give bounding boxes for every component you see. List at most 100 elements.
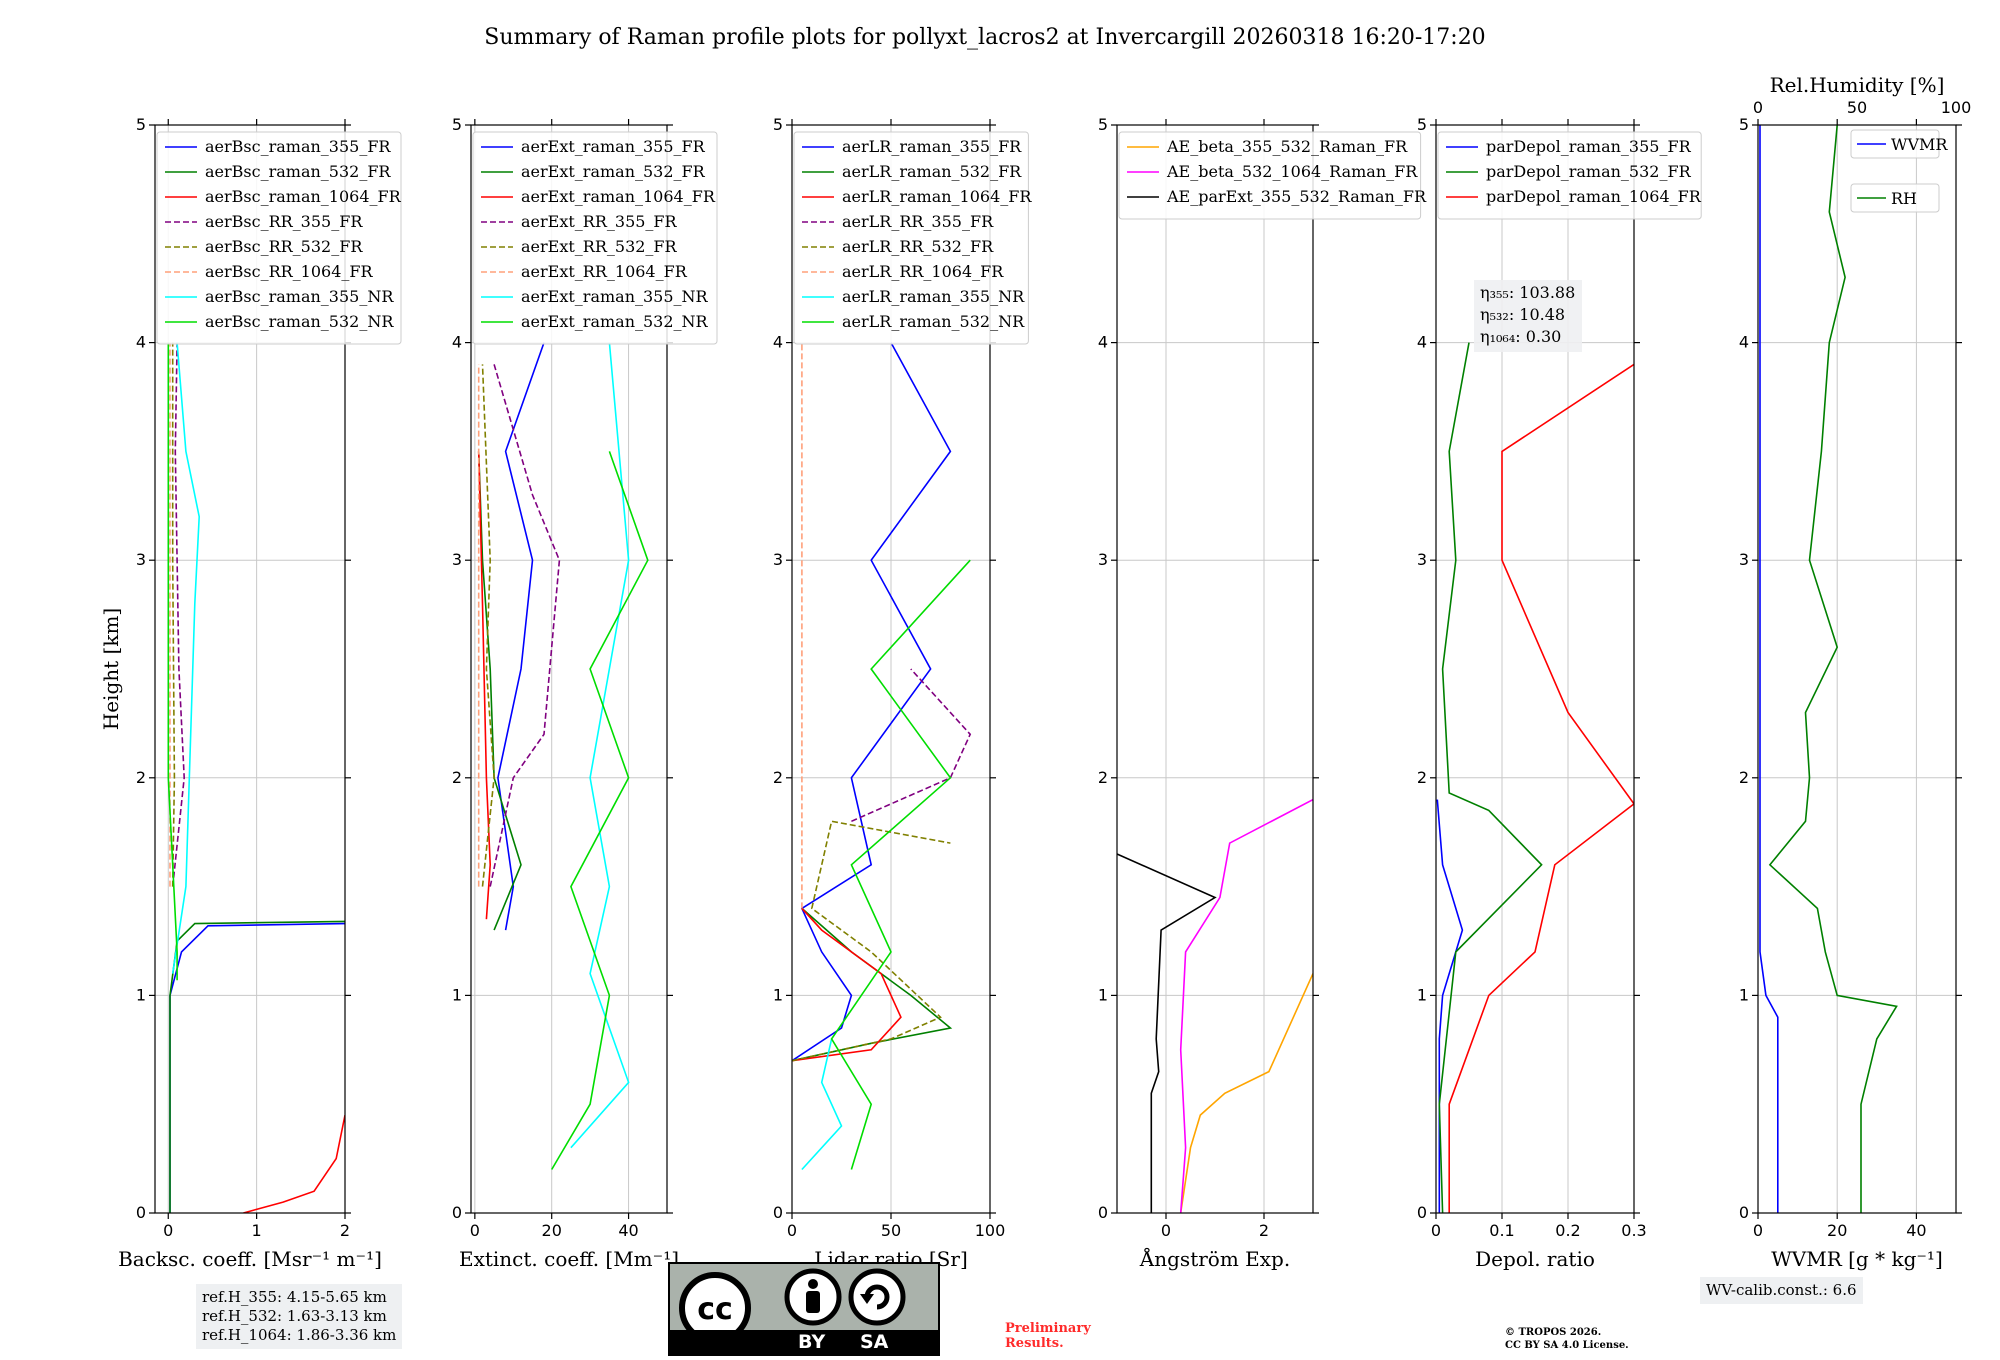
y-tick-label: 2 bbox=[773, 768, 783, 787]
x-tick-label: 100 bbox=[975, 1221, 1006, 1240]
x-tick-label: 20 bbox=[542, 1221, 562, 1240]
panel-ae: 0 2 0 1 2 3 4 5 Ångström Exp. AE_beta_355_532_Ram… bbox=[1098, 115, 1427, 1271]
legend-box bbox=[1850, 183, 1940, 213]
legend-label: parDepol_raman_1064_FR bbox=[1486, 187, 1702, 206]
y-tick-label: 2 bbox=[1739, 768, 1749, 787]
x-tick-label: 40 bbox=[618, 1221, 638, 1240]
ref-h-1064: ref.H_1064: 1.86-3.36 km bbox=[202, 1326, 397, 1344]
by-person-body bbox=[806, 1291, 820, 1313]
series-line-parDepol_raman_1064_FR bbox=[1448, 363, 1634, 1213]
series-line-aerExt_raman_1064_FR bbox=[477, 451, 492, 920]
y-tick-label: 0 bbox=[1098, 1203, 1108, 1222]
series-line-aerLR_RR_355_FR bbox=[851, 668, 972, 823]
y-tick-label: 3 bbox=[773, 550, 783, 569]
cc-icons: cc bbox=[679, 1268, 906, 1330]
ref-h-355: ref.H_355: 4.15-5.65 km bbox=[202, 1288, 387, 1306]
y-tick-label: 3 bbox=[1739, 550, 1749, 569]
series-line-WVMR bbox=[1759, 125, 1779, 1213]
y-tick-label: 4 bbox=[1417, 333, 1427, 352]
wv-calib-box: WV-calib.const.: 6.6 bbox=[1700, 1277, 1863, 1304]
series-line-aerBsc_raman_532_NR bbox=[167, 342, 178, 981]
legend-label: aerLR_raman_532_NR bbox=[842, 312, 1025, 331]
y-tick-label: 3 bbox=[1417, 550, 1427, 569]
x-tick-label: 0 bbox=[1431, 1221, 1441, 1240]
figure-title: Summary of Raman profile plots for polly… bbox=[484, 25, 1485, 50]
x-tick-label: 0 bbox=[470, 1221, 480, 1240]
legend-label: aerExt_RR_532_FR bbox=[521, 237, 678, 256]
x-axis-label: Depol. ratio bbox=[1475, 1247, 1595, 1271]
cc-by-sa-badge: cc BY SA bbox=[668, 1262, 940, 1356]
cc-icon bbox=[679, 1272, 751, 1330]
y-tick-label: 3 bbox=[1098, 550, 1108, 569]
x-axis-label: Ångström Exp. bbox=[1139, 1246, 1290, 1271]
y-tick-label: 5 bbox=[136, 115, 146, 134]
legend-box bbox=[1118, 131, 1422, 220]
series-line-aerLR_raman_532_FR bbox=[792, 907, 953, 1062]
y-tick-label: 3 bbox=[136, 550, 146, 569]
legend-label: aerLR_raman_355_NR bbox=[842, 287, 1025, 306]
y-tick-label: 0 bbox=[1417, 1203, 1427, 1222]
legend-label: aerExt_RR_1064_FR bbox=[521, 262, 688, 281]
y-tick-label: 0 bbox=[452, 1203, 462, 1222]
panel-depol: 0 0.1 0.2 0.3 0 1 2 3 4 5 Depol. ratio parDepol_ram… bbox=[1417, 115, 1702, 1271]
y-tick-label: 5 bbox=[452, 115, 462, 134]
preliminary-line-2: Results. bbox=[1005, 1336, 1064, 1351]
series-line-aerBsc_raman_355_NR bbox=[171, 342, 201, 974]
y-axis-label: Height [km] bbox=[99, 608, 123, 730]
annotation-text: η₅₃₂: 10.48 bbox=[1480, 305, 1565, 324]
series-line-aerExt_raman_532_NR bbox=[551, 451, 649, 1170]
x-tick-label: 20 bbox=[1827, 1221, 1847, 1240]
legend-label: aerBsc_raman_532_FR bbox=[205, 162, 391, 181]
y-tick-label: 4 bbox=[136, 333, 146, 352]
y-tick-label: 1 bbox=[452, 985, 462, 1004]
legend-label: aerBsc_RR_355_FR bbox=[205, 212, 363, 231]
legend-label: aerExt_RR_355_FR bbox=[521, 212, 678, 231]
cc-icon-text: cc bbox=[697, 1292, 733, 1327]
legend-label: aerExt_raman_355_FR bbox=[521, 137, 706, 156]
series-line-aerBsc_RR_532_FR bbox=[171, 342, 176, 887]
x-axis-label: Backsc. coeff. [Msr⁻¹ m⁻¹] bbox=[118, 1247, 382, 1271]
legend-label: aerLR_raman_355_FR bbox=[842, 137, 1022, 156]
y-tick-label: 3 bbox=[452, 550, 462, 569]
x-tick-label: 2 bbox=[1259, 1221, 1269, 1240]
legend-box bbox=[793, 131, 1029, 345]
y-tick-label: 2 bbox=[1098, 768, 1108, 787]
legend-label: aerBsc_raman_355_NR bbox=[205, 287, 394, 306]
y-tick-label: 5 bbox=[773, 115, 783, 134]
cc-sa-label: SA bbox=[860, 1331, 889, 1353]
top-x-tick-label: 50 bbox=[1847, 98, 1867, 117]
y-tick-label: 2 bbox=[136, 768, 146, 787]
top-x-tick-label: 100 bbox=[1941, 98, 1972, 117]
preliminary-note: Preliminary Results. bbox=[1005, 1321, 1091, 1351]
y-tick-label: 4 bbox=[452, 333, 462, 352]
legend-label: aerExt_raman_532_NR bbox=[521, 312, 709, 331]
by-person-head bbox=[808, 1279, 818, 1289]
axes-frame bbox=[1435, 124, 1635, 1214]
series-line-aerLR_raman_1064_FR bbox=[792, 907, 902, 1062]
legend-label: aerBsc_raman_532_NR bbox=[205, 312, 394, 331]
legend-label: aerBsc_raman_1064_FR bbox=[205, 187, 402, 206]
annotation-text: η₃₅₅: 103.88 bbox=[1480, 283, 1575, 302]
legend-label: AE_beta_532_1064_Raman_FR bbox=[1166, 162, 1418, 181]
legend-label: aerBsc_RR_532_FR bbox=[205, 237, 363, 256]
legend-label: aerBsc_raman_355_FR bbox=[205, 137, 391, 156]
x-tick-label: 0.1 bbox=[1489, 1221, 1514, 1240]
series-line-aerBsc_raman_532_FR bbox=[169, 920, 345, 1213]
ref-h-532: ref.H_532: 1.63-3.13 km bbox=[202, 1307, 387, 1325]
y-tick-label: 0 bbox=[773, 1203, 783, 1222]
y-tick-label: 5 bbox=[1098, 115, 1108, 134]
x-tick-label: 1 bbox=[252, 1221, 262, 1240]
series-line-aerLR_RR_532_FR bbox=[792, 820, 951, 1062]
series-group bbox=[1117, 798, 1313, 1213]
series-line-aerExt_raman_355_NR bbox=[570, 342, 630, 1149]
legend-label: aerBsc_RR_1064_FR bbox=[205, 262, 374, 281]
x-tick-label: 0 bbox=[163, 1221, 173, 1240]
sa-share-icon bbox=[848, 1268, 906, 1326]
x-tick-label: 0 bbox=[1753, 1221, 1763, 1240]
series-line-aerExt_RR_532_FR bbox=[481, 364, 495, 887]
legend-box bbox=[1437, 131, 1702, 220]
cc-label-bar: BY SA bbox=[670, 1330, 938, 1354]
legend-box bbox=[1850, 129, 1940, 159]
